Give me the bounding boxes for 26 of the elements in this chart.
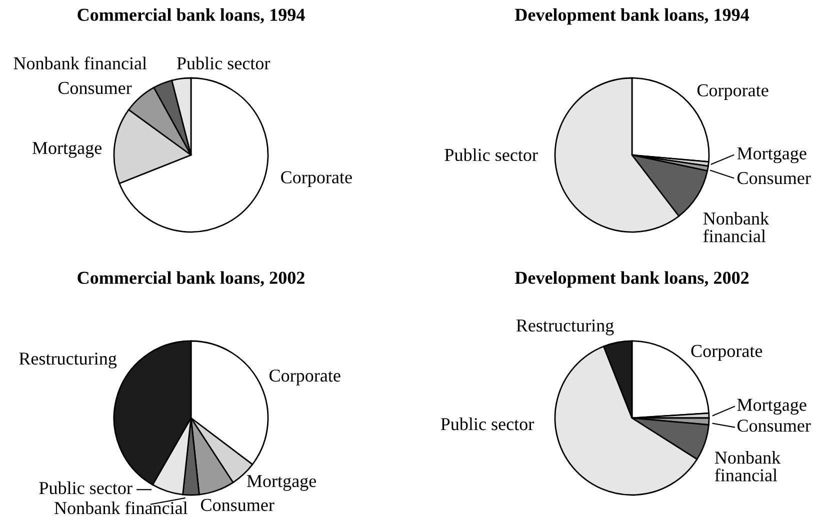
slice-label: Corporate <box>270 370 340 386</box>
slice-label: Restructuring <box>516 319 614 336</box>
slice-label: Mortgage <box>737 398 806 415</box>
slice-label: Consumer <box>58 82 132 94</box>
slice-label: Consumer <box>737 172 811 184</box>
slice-label: Mortgage <box>737 147 806 164</box>
slice-label: Nonbank financial <box>714 451 781 482</box>
chart-title: Commercial bank loans, 1994 <box>78 8 305 24</box>
slice-label: Public sector <box>440 418 534 430</box>
chart-title: Commercial bank loans, 2002 <box>78 271 304 287</box>
chart-title: Development bank loans, 1994 <box>514 8 750 25</box>
slice-label: Nonbank financial <box>703 212 770 242</box>
slice-label: Nonbank financial <box>54 501 188 514</box>
slice-label: Corporate <box>697 84 768 100</box>
slice-label: Corporate <box>691 344 762 361</box>
slice-label: Mortgage <box>246 475 316 491</box>
slice-label: Public sector <box>444 148 538 162</box>
slice-label: Nonbank financial <box>14 56 147 70</box>
slice-label: Consumer <box>737 420 811 432</box>
slice-label: Public sector <box>176 56 270 70</box>
slice-label: Mortgage <box>32 142 102 158</box>
slice-label: Corporate <box>281 171 352 188</box>
slice-label: Consumer <box>200 498 274 512</box>
chart-title: Development bank loans, 2002 <box>514 271 749 288</box>
slice-label: Public sector <box>39 481 132 494</box>
slice-label: Restructuring <box>19 352 117 368</box>
